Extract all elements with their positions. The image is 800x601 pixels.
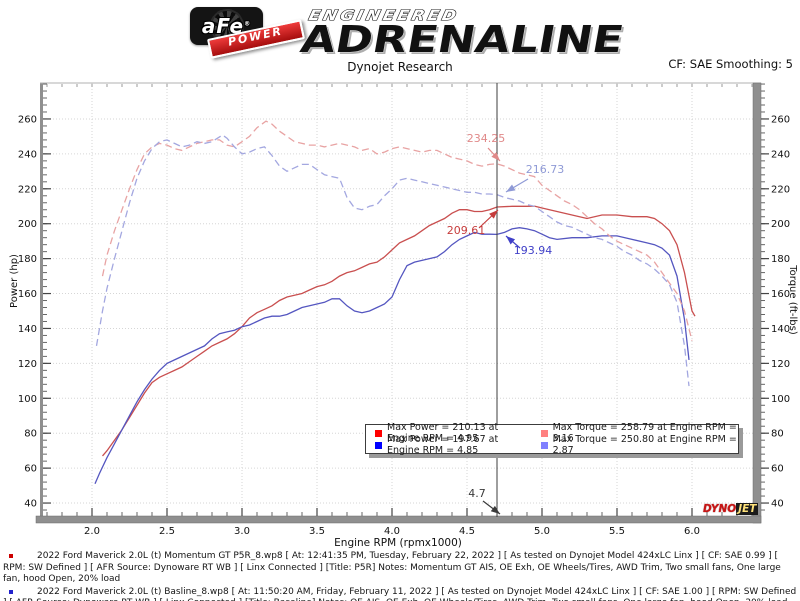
chart-title: Dynojet Research bbox=[347, 60, 453, 74]
y-tick-label-left: 160 bbox=[18, 289, 37, 300]
y-tick-label-right: 120 bbox=[771, 359, 790, 370]
x-axis-label: Engine RPM (rpmx1000) bbox=[334, 537, 462, 549]
annotation-4.7: 4.7 bbox=[468, 487, 486, 500]
legend-row: Max Power = 210.13 at Engine RPM = 4.95 … bbox=[366, 422, 738, 444]
curves bbox=[94, 120, 696, 485]
y-tick-label-right: 240 bbox=[771, 149, 790, 160]
x-tick-label: 2.5 bbox=[159, 526, 175, 537]
x-tick-label: 5.0 bbox=[534, 526, 550, 537]
y-tick-label-left: 140 bbox=[18, 324, 37, 335]
legend-row: Max Power = 197.67 at Engine RPM = 4.85 … bbox=[366, 434, 738, 456]
y-tick-label-left: 180 bbox=[18, 254, 37, 265]
y-tick-label-left: 220 bbox=[18, 184, 37, 195]
run-bullet-red bbox=[9, 554, 13, 558]
legend-box: Max Power = 210.13 at Engine RPM = 4.95 … bbox=[365, 422, 739, 456]
annotation-arrowhead bbox=[506, 184, 516, 192]
x-tick-label: 4.5 bbox=[459, 526, 475, 537]
y-axis-right-bar bbox=[752, 82, 762, 524]
y-tick-label-left: 200 bbox=[18, 219, 37, 230]
y-tick-label-left: 120 bbox=[18, 359, 37, 370]
registered-mark: ® bbox=[244, 20, 252, 28]
dynojet-logo: DYNO JET bbox=[703, 503, 759, 515]
dynojet-logo-dyno: DYNO bbox=[703, 503, 737, 515]
y-tick-label-right: 180 bbox=[771, 254, 790, 265]
annotation-234.25: 234.25 bbox=[467, 132, 506, 145]
grid-lines bbox=[44, 83, 755, 517]
annotation-arrowhead bbox=[489, 210, 498, 219]
legend-item: Max Power = 197.67 at Engine RPM = 4.85 bbox=[366, 434, 532, 456]
series-swatch-lightblue bbox=[540, 441, 548, 449]
adrenaline-text: ADRENALINE bbox=[297, 17, 627, 59]
annotation-193.94: 193.94 bbox=[514, 244, 553, 257]
annotation-arrowhead bbox=[506, 236, 516, 245]
x-tick-label: 2.0 bbox=[84, 526, 100, 537]
y-tick-label-right: 40 bbox=[771, 499, 784, 510]
y-tick-label-left: 260 bbox=[18, 114, 37, 125]
x-tick-label: 3.5 bbox=[309, 526, 325, 537]
legend-label: Max Power = 197.67 at Engine RPM = 4.85 bbox=[387, 434, 499, 456]
y-tick-label-left: 100 bbox=[18, 394, 37, 405]
y-tick-label-left: 60 bbox=[24, 464, 37, 475]
run-note-momentum: 2022 Ford Maverick 2.0L (t) Momentum GT … bbox=[3, 551, 797, 586]
curve-baseline-power bbox=[94, 227, 690, 485]
y-axis-left-bar bbox=[40, 83, 43, 517]
annotations: 234.25 216.73 209.61 193.94 4.7 bbox=[447, 132, 565, 515]
series-swatch-blue bbox=[375, 441, 382, 449]
series-swatch-red bbox=[375, 429, 382, 437]
x-axis-bar bbox=[35, 515, 762, 524]
y-axis-right-label: Torque (ft-lbs) bbox=[787, 264, 798, 335]
x-tick-label: 6.0 bbox=[684, 526, 700, 537]
y-tick-label-right: 100 bbox=[771, 394, 790, 405]
legend-item: Max Torque = 250.80 at Engine RPM = 2.87 bbox=[532, 434, 738, 456]
series-swatch-lightred bbox=[540, 429, 548, 437]
y-tick-label-right: 260 bbox=[771, 114, 790, 125]
run-bullet-blue bbox=[9, 589, 13, 594]
x-tick-label: 4.0 bbox=[384, 526, 400, 537]
adrenaline-shadow-text: ADRENALINE bbox=[299, 19, 629, 59]
y-tick-label-right: 140 bbox=[771, 324, 790, 335]
engineered-adrenaline-logo: ENGINEERED ADRENALINE ADRENALINE bbox=[297, 8, 629, 59]
y-tick-label-right: 80 bbox=[771, 429, 784, 440]
x-tick-label: 3.0 bbox=[234, 526, 250, 537]
run-note-baseline: 2022 Ford Maverick 2.0L (t) Basline_8.wp… bbox=[3, 587, 797, 601]
annotation-arrowhead bbox=[491, 152, 500, 161]
y-tick-label-left: 80 bbox=[24, 429, 37, 440]
y-tick-label-right: 60 bbox=[771, 464, 784, 475]
run-notes: 2022 Ford Maverick 2.0L (t) Momentum GT … bbox=[0, 551, 797, 601]
legend-item: Max Torque = 258.79 at Engine RPM = 3.16 bbox=[532, 422, 738, 444]
annotation-arrowhead bbox=[490, 505, 500, 514]
curve-momentum-gt-power bbox=[102, 205, 696, 457]
curve-baseline-torque bbox=[95, 134, 690, 387]
legend-item: Max Power = 210.13 at Engine RPM = 4.95 bbox=[366, 422, 532, 444]
curve-momentum-gt-torque bbox=[101, 120, 693, 341]
y-tick-label-right: 160 bbox=[771, 289, 790, 300]
engineered-text: ENGINEERED bbox=[307, 8, 460, 24]
legend-label: Max Torque = 258.79 at Engine RPM = 3.16 bbox=[552, 422, 737, 444]
dynojet-logo-jet: JET bbox=[736, 503, 759, 515]
annotation-209.61: 209.61 bbox=[447, 224, 486, 237]
legend-label: Max Power = 210.13 at Engine RPM = 4.95 bbox=[387, 422, 499, 444]
x-tick-label: 5.5 bbox=[609, 526, 625, 537]
run-note-text: 2022 Ford Maverick 2.0L (t) Basline_8.wp… bbox=[3, 586, 797, 601]
annotation-216.73: 216.73 bbox=[526, 163, 565, 176]
y-tick-label-right: 220 bbox=[771, 184, 790, 195]
y-axis-left-label: Power (hp) bbox=[9, 254, 20, 308]
run-note-text: 2022 Ford Maverick 2.0L (t) Momentum GT … bbox=[3, 551, 781, 584]
y-tick-label-right: 200 bbox=[771, 219, 790, 230]
axes: 2.0 2.5 3.0 3.5 4.0 4.5 5.0 5.5 6.0 40 40 60 60 80 80 1… bbox=[18, 82, 790, 537]
y-tick-label-left: 40 bbox=[24, 499, 37, 510]
y-tick-label-left: 240 bbox=[18, 149, 37, 160]
correction-factor-info: CF: SAE Smoothing: 5 bbox=[668, 57, 793, 71]
legend-label: Max Torque = 250.80 at Engine RPM = 2.87 bbox=[552, 434, 737, 456]
